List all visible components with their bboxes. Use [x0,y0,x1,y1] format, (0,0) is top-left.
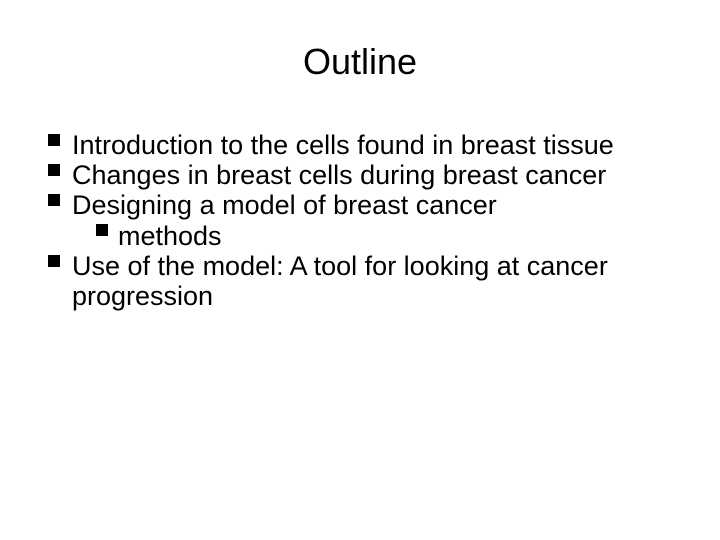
list-item: Introduction to the cells found in breas… [48,130,690,160]
slide-title: Outline [0,0,720,82]
sub-bullet-list: methods [72,221,690,251]
bullet-text: Introduction to the cells found in breas… [72,130,614,160]
list-item: methods [96,221,690,251]
slide-body: Introduction to the cells found in breas… [48,130,690,311]
bullet-text: methods [118,221,222,251]
list-item: Designing a model of breast cancer metho… [48,190,690,250]
bullet-list: Introduction to the cells found in breas… [48,130,690,311]
list-item: Changes in breast cells during breast ca… [48,160,690,190]
bullet-text: Changes in breast cells during breast ca… [72,160,606,190]
bullet-text: Use of the model: A tool for looking at … [72,251,608,311]
bullet-text: Designing a model of breast cancer [72,190,497,220]
list-item: Use of the model: A tool for looking at … [48,251,690,311]
slide: Outline Introduction to the cells found … [0,0,720,540]
